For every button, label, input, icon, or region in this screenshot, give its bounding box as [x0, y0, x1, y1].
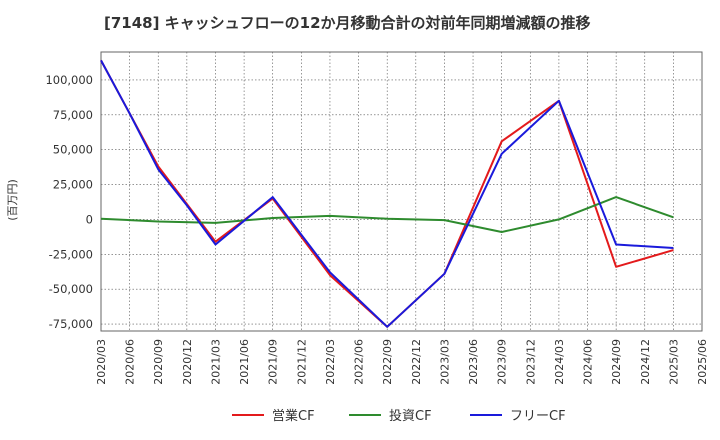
x-tick-label: 2023/03 [438, 339, 451, 385]
x-tick-label: 2023/09 [496, 339, 509, 385]
x-tick-label: 2020/09 [152, 339, 165, 385]
legend-label: 営業CF [272, 408, 315, 424]
x-tick-label: 2023/06 [467, 339, 480, 385]
series-layer [100, 59, 674, 328]
x-tick-label: 2025/03 [667, 339, 680, 385]
grid-layer [100, 52, 703, 331]
series-line [100, 196, 674, 233]
plot-area [100, 51, 703, 332]
x-tick-label: 2020/03 [95, 339, 108, 385]
x-tick-label: 2022/12 [410, 339, 423, 385]
x-tick-label: 2023/12 [524, 339, 537, 385]
x-tick-label: 2022/03 [324, 339, 337, 385]
x-tick-label: 2024/06 [582, 339, 595, 385]
x-tick-label: 2021/09 [267, 339, 280, 385]
x-tick-label: 2022/09 [381, 339, 394, 385]
x-tick-label: 2021/03 [209, 339, 222, 385]
x-tick-label: 2020/12 [181, 339, 194, 385]
x-tick-label: 2020/06 [124, 339, 137, 385]
legend-label: フリーCF [510, 409, 566, 424]
y-tick-label: 50,000 [53, 143, 93, 157]
y-tick-label: 25,000 [53, 178, 93, 192]
x-tick-label: 2024/09 [610, 339, 623, 385]
y-tick-label: 75,000 [53, 108, 93, 122]
x-tick-label: 2022/06 [353, 339, 366, 385]
chart-title: [7148] キャッシュフローの12か月移動合計の対前年同期増減額の推移 [104, 14, 591, 32]
x-tick-label: 2021/06 [238, 339, 251, 385]
y-tick-label: -25,000 [49, 247, 93, 261]
y-axis-label: (百万円) [6, 179, 19, 221]
x-tick-label: 2021/12 [295, 339, 308, 385]
y-tick-label: 100,000 [45, 73, 93, 87]
legend: 営業CF 投資CF フリーCF [232, 408, 566, 424]
y-tick-label: -75,000 [49, 317, 93, 331]
y-tick-label: 0 [86, 212, 93, 226]
x-tick-label: 2024/03 [553, 339, 566, 385]
x-tick-label: 2025/06 [696, 339, 709, 385]
x-tick-label: 2024/12 [639, 339, 652, 385]
axis-layer: -75,000 -50,000 -25,000 0 25,000 50,000 75,000… [45, 51, 709, 385]
series-line [100, 59, 674, 328]
y-tick-label: -50,000 [49, 282, 93, 296]
legend-label: 投資CF [389, 408, 432, 424]
